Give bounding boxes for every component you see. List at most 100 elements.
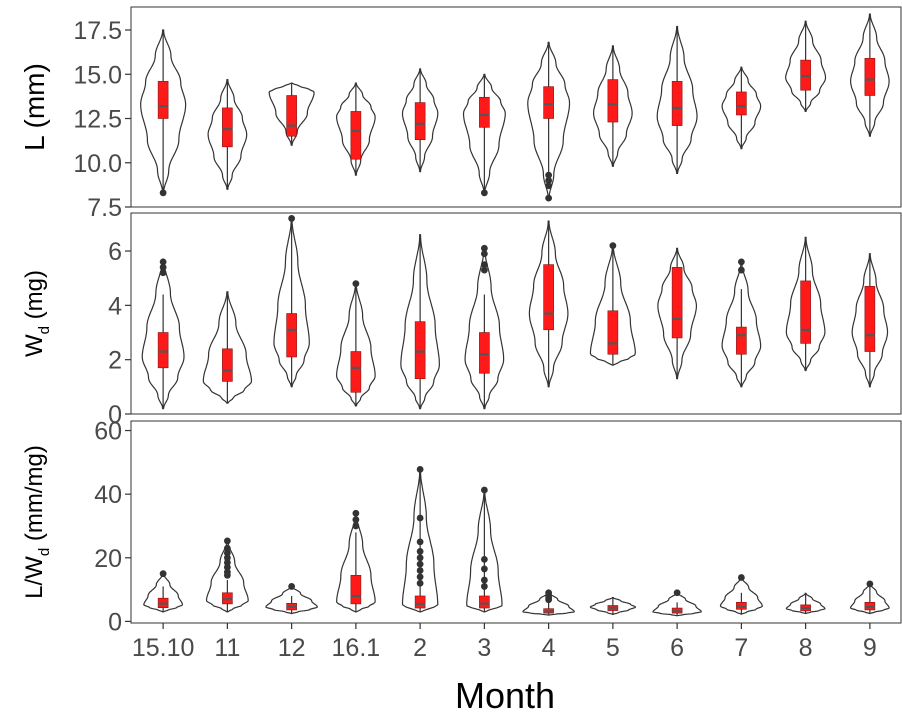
outlier-point [673,589,681,597]
box [736,326,747,355]
outlier-point [480,576,488,584]
outlier-point [416,573,424,581]
x-tick-label: 8 [799,634,813,662]
outlier-point [288,215,296,222]
outlier-point [480,261,488,269]
box [479,332,490,374]
outlier-point [352,516,360,524]
x-axis-label: Month [455,675,555,716]
y-tick-label: 2 [108,347,122,375]
outlier-point [480,583,488,590]
x-tick-label: 5 [606,634,620,662]
x-tick-label: 4 [542,634,556,662]
outlier-point [480,565,488,573]
box [479,96,490,128]
y-tick-label: 0 [108,401,122,429]
box [864,58,876,96]
y-tick-label: 10.0 [73,150,122,178]
box [350,351,362,393]
outlier-point [223,559,231,566]
y-tick-label: 40 [94,481,122,509]
box [479,595,490,609]
box [607,310,619,355]
panel-length: 7.5 10.0 12.5 15.0 17.5 L (mm) [19,6,902,222]
outlier-point [545,177,553,184]
x-axis: 15.10 11 12 16.1 2 3 4 5 6 7 8 9 [132,623,877,662]
box [864,286,876,352]
y-tick-label: 20 [94,545,122,573]
outlier-point [352,280,360,288]
y-tick-label: 17.5 [73,17,122,45]
outlier-point [288,583,296,590]
y-axis-label: Wd (mg) [21,270,53,357]
x-tick-label: 6 [670,634,684,662]
outlier-point [737,266,745,274]
outlier-point [352,509,360,517]
box [157,81,169,119]
y-tick-label: 7.5 [87,194,122,222]
box [671,81,683,126]
outlier-point [480,244,488,252]
outlier-point [159,269,167,277]
box [350,111,362,160]
outlier-point [545,194,553,202]
outlier-point [480,250,488,258]
panel-dry-weight: 0 2 4 6 Wd (mg) [21,212,902,429]
outlier-point [737,258,745,266]
box [414,321,426,379]
outlier-point [545,182,553,190]
x-tick-label: 7 [734,634,748,662]
outlier-point [545,171,553,179]
box [157,332,169,369]
panel-frame [130,6,902,208]
outlier-point [545,589,553,597]
box [543,264,554,331]
box [671,267,683,339]
x-tick-label: 2 [413,634,427,662]
outlier-point [416,579,424,587]
box [543,86,554,119]
outlier-point [223,554,231,562]
outlier-point [223,549,231,557]
x-tick-label: 12 [278,634,306,662]
panel-frame [130,212,902,415]
box [286,95,297,137]
box [350,574,362,605]
outlier-point [223,544,231,552]
x-tick-label: 3 [477,634,491,662]
outlier-point [416,560,424,568]
x-tick-label: 11 [214,634,240,662]
y-tick-label: 4 [108,292,122,320]
box [414,595,426,609]
outlier-point [609,242,617,249]
outlier-point [416,554,424,562]
outlier-point [416,465,424,473]
y-axis-label: L/Wd (mm/mg) [21,445,53,599]
outlier-point [159,258,167,266]
y-axis-label: L (mm) [19,63,50,151]
box [736,91,747,116]
y-tick-label: 0 [108,608,122,636]
y-tick-label: 12.5 [73,106,122,134]
y-tick-label: 6 [108,238,122,266]
box [800,280,811,344]
x-tick-label: 15.10 [132,634,195,662]
box [222,348,233,382]
y-tick-label: 60 [94,418,122,446]
outlier-point [416,567,424,574]
outlier-point [480,189,488,197]
box [222,107,233,148]
box [286,313,297,358]
outlier-point [866,580,874,588]
outlier-point [159,189,167,197]
outlier-point [480,266,488,274]
outlier-point [416,538,424,546]
outlier-point [159,570,167,578]
x-tick-label: 9 [863,634,877,662]
box [607,79,619,123]
outlier-point [416,514,424,522]
outlier-point [737,574,745,581]
outlier-point [223,537,231,545]
outlier-point [480,486,488,494]
